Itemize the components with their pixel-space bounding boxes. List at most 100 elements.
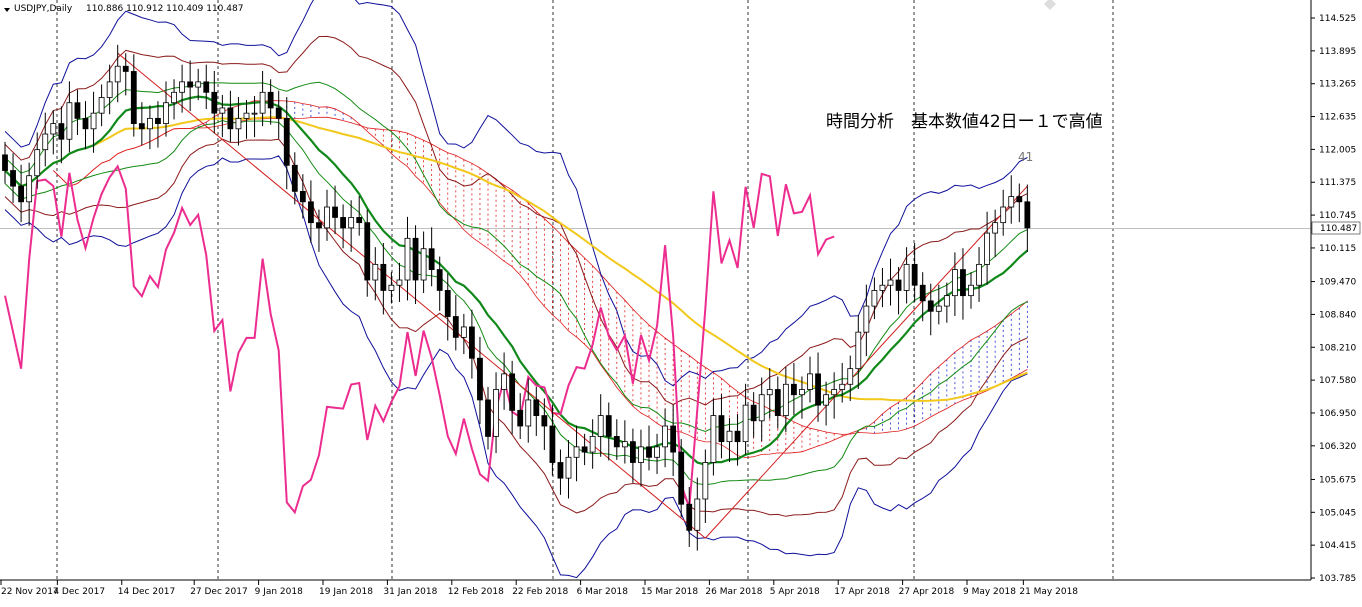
candle-body [911,263,918,286]
candle-body [613,436,620,448]
y-tick-label: 114.525 [1319,14,1356,24]
candle-body [573,446,580,458]
x-tick-label: 19 Jan 2018 [319,587,373,597]
candle-body [541,415,548,427]
candle-body [984,232,990,265]
candle-body [396,279,403,286]
candle-body [976,263,982,286]
candle-body [589,436,596,453]
candle-body [452,316,459,338]
candle-body [404,237,411,281]
y-tick-label: 112.635 [1319,113,1356,123]
candle-body [283,117,290,166]
candle-body [219,107,226,114]
y-tick-label: 106.950 [1319,409,1356,419]
x-tick-label: 9 May 2018 [963,587,1016,597]
candle-body [485,399,491,437]
candle-body [670,425,677,453]
x-tick-label: 22 Feb 2018 [512,587,568,597]
candle-body [171,91,177,104]
candle-body [766,389,773,396]
candle-body [18,185,25,203]
ma-short-line [4,95,1029,466]
candle-body [863,305,870,333]
pink-oscillator-line [4,164,835,515]
current-price-box [1311,221,1361,235]
candle-body [1016,196,1023,203]
candle-body [316,222,322,229]
candle-body [2,154,8,171]
y-tick-label: 112.005 [1319,145,1356,155]
candle-body [10,170,16,187]
y-tick-label: 106.320 [1319,442,1356,452]
candle-body [847,368,854,385]
candle-body [919,284,926,302]
band-3sd-upper [4,0,1028,387]
candle-body [66,102,73,140]
candle-body [839,383,846,390]
candle-body [1024,201,1031,229]
candle-body [307,201,314,224]
count-label: 41 [1018,150,1033,164]
candle-body [646,446,652,458]
candle-body [1000,206,1007,224]
candle-body [517,409,524,427]
candle-body [791,383,797,396]
candle-body [694,498,701,531]
candle-body [758,394,765,422]
y-tick-label: 103.785 [1319,574,1356,584]
symbol-label: USDJPY,Daily [14,4,73,14]
candles [2,44,1031,551]
candle-body [235,117,242,130]
candle-body [871,290,878,307]
candle-body [203,81,210,93]
candle-body [493,389,499,437]
candle-body [348,217,355,229]
y-tick-label: 110.745 [1319,211,1356,221]
candle-body [195,81,202,88]
candle-body [155,117,161,124]
candle-body [782,383,789,416]
candle-body [106,81,113,98]
candle-body [879,284,886,291]
candle-body [774,389,781,416]
candle-body [364,222,371,281]
candle-body [525,399,532,427]
y-tick-label: 111.375 [1319,178,1356,188]
band-1sd-lower [4,119,1028,486]
candle-body [935,305,942,312]
candle-body [98,97,105,114]
candle-body [420,248,427,281]
candle-body [662,425,668,448]
candle-body [444,290,451,317]
candle-body [654,446,660,458]
x-tick-label: 27 Dec 2017 [190,587,248,597]
candle-body [686,503,693,531]
candle-body [943,295,950,307]
candle-body [275,107,282,119]
candle-body [340,217,347,229]
ohlc-readout: 110.886 110.912 110.409 110.487 [86,4,243,14]
candle-body [638,446,644,463]
candle-body [356,217,363,224]
header-dropdown-icon[interactable] [4,8,10,12]
x-tick-label: 12 Feb 2018 [448,587,504,597]
candle-body [903,263,910,291]
candle-body [243,112,250,119]
candle-body [468,326,475,359]
band-1sd-upper [4,81,1028,433]
candle-body [831,389,838,396]
grid [0,0,1311,580]
x-tick-label: 15 Mar 2018 [641,587,698,597]
candle-body [227,107,234,130]
x-tick-label: 4 Dec 2017 [53,587,105,597]
candle-body [291,164,298,192]
candle-body [855,331,862,370]
candle-body [678,451,685,505]
y-tick-label: 107.580 [1319,376,1356,386]
candle-body [267,91,274,109]
current-price-label: 110.487 [1320,224,1357,234]
candle-body [412,237,419,281]
y-tick-label: 109.470 [1319,278,1356,288]
